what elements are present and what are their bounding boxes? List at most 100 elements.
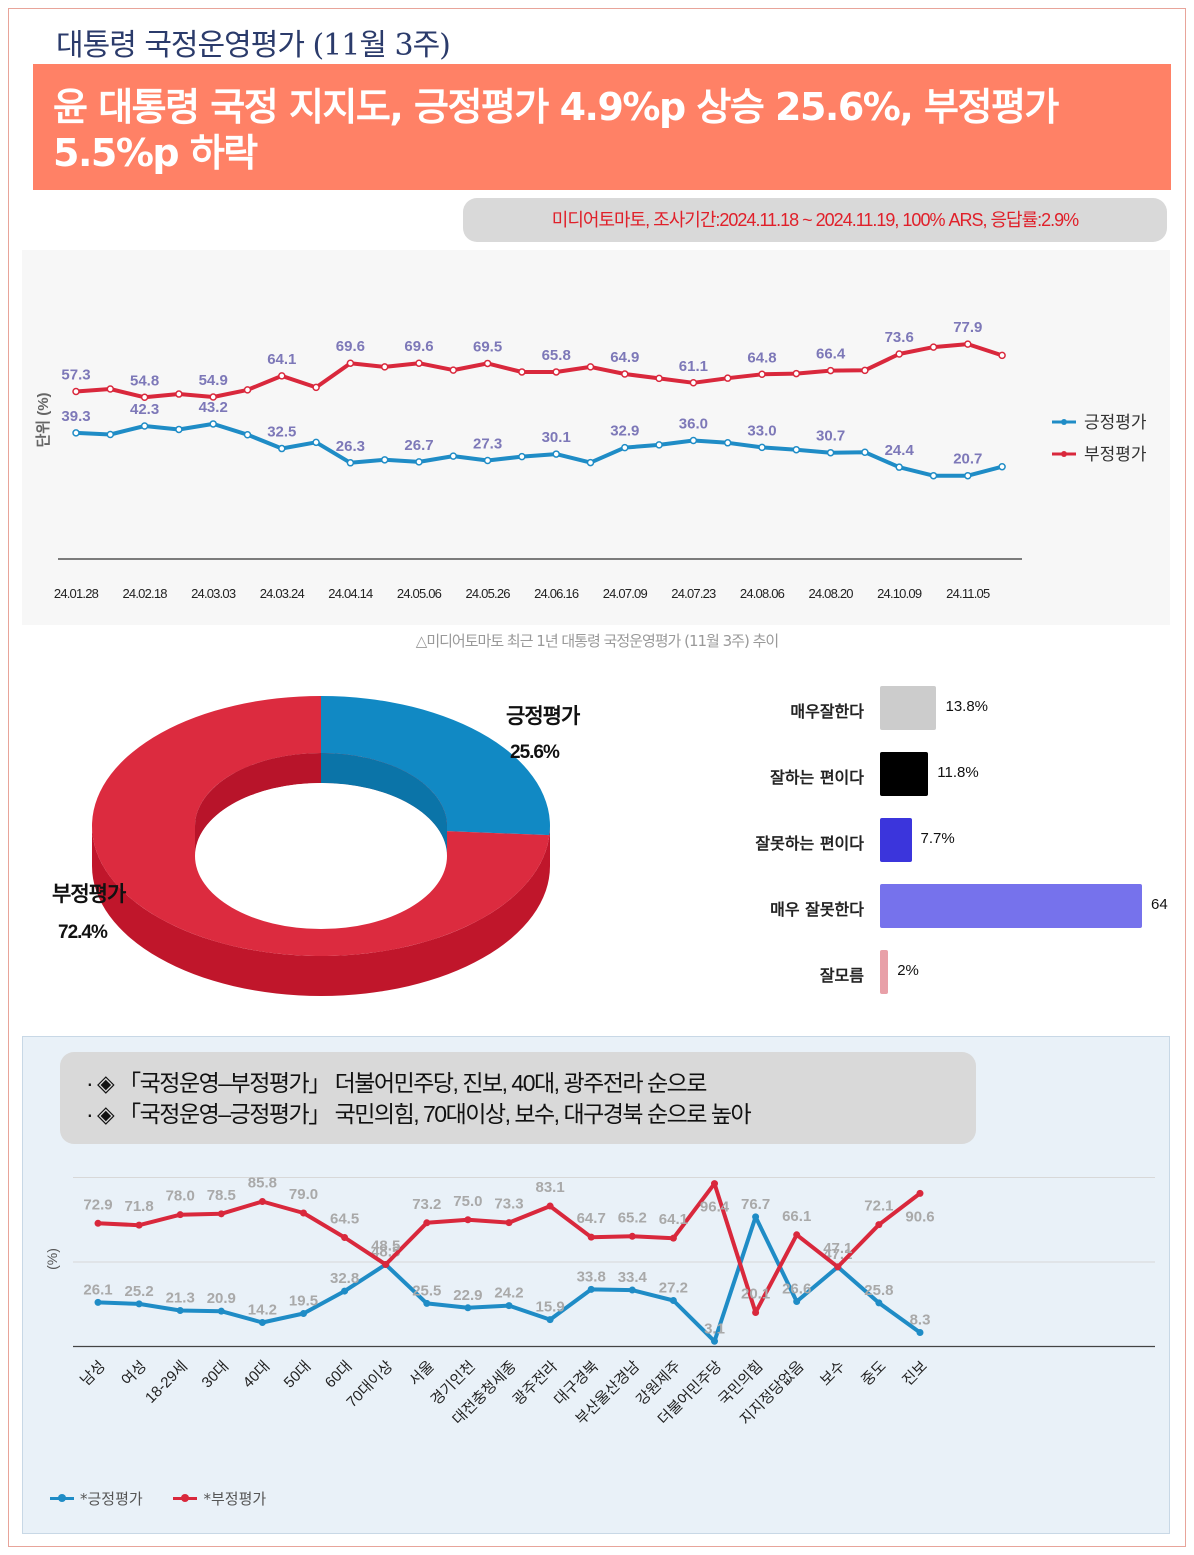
trend-data-label: 42.3	[130, 401, 159, 418]
trend-point	[552, 450, 560, 458]
trend-point	[312, 383, 320, 392]
demo-data-label: 85.8	[248, 1174, 277, 1191]
demo-point	[135, 1221, 143, 1229]
demo-data-label: 64.1	[659, 1211, 688, 1228]
trend-data-label: 30.1	[542, 429, 571, 446]
trend-point	[106, 385, 115, 393]
bar-category-label: 잘모름	[819, 966, 864, 985]
demo-point	[834, 1263, 842, 1271]
demo-x-tick-label: 50대	[281, 1358, 315, 1392]
demo-point	[669, 1234, 677, 1242]
bar-value-label: 11.8%	[937, 764, 979, 781]
demo-data-label: 83.1	[535, 1179, 564, 1196]
rating-bar-chart: 매우잘한다 13.8% 잘하는 편이다 11.8% 잘못하는 편이다 7.7% 매우 잘못한…	[700, 680, 1180, 1010]
bar-value-label: 2%	[897, 962, 919, 979]
trend-point	[380, 456, 389, 464]
trend-point	[826, 366, 835, 375]
bar-fill	[880, 818, 912, 862]
bar-row: 잘모름 2%	[700, 950, 1180, 994]
trend-point	[723, 439, 732, 447]
trend-point	[449, 366, 458, 374]
trend-point	[998, 462, 1006, 471]
trend-point	[72, 429, 80, 437]
demo-point	[505, 1219, 513, 1227]
trend-data-label: 24.4	[885, 442, 915, 459]
demo-x-tick-label: 보수	[817, 1358, 849, 1390]
trend-point	[518, 452, 526, 461]
demo-point	[752, 1213, 760, 1221]
demo-x-tick-label: 서울	[406, 1358, 438, 1390]
demo-x-tick-label: 40대	[240, 1358, 274, 1392]
demo-x-tick-label: 여성	[118, 1358, 150, 1390]
demographic-legend: *긍정평가 *부정평가	[50, 1486, 292, 1509]
bar-fill	[880, 884, 1142, 928]
trend-data-label: 77.9	[953, 319, 982, 336]
trend-point	[792, 445, 801, 454]
trend-chart-caption: △미디어토마토 최근 1년 대통령 국정운영평가 (11월 3주) 추이	[415, 632, 779, 650]
trend-data-label: 64.8	[747, 349, 776, 366]
trend-x-tick-label: 24.02.18	[122, 586, 167, 601]
trend-chart: 24.01.28 24.02.18 24.03.03 24.03.24 24.04.14…	[35, 319, 1147, 601]
demo-x-tick-label: 광주전라	[510, 1358, 561, 1409]
demo-point	[135, 1300, 143, 1308]
demo-data-label: 25.8	[864, 1282, 893, 1299]
demo-point	[176, 1211, 184, 1219]
trend-data-label: 54.8	[130, 372, 159, 389]
demo-data-label: 73.3	[494, 1196, 523, 1213]
demo-data-label: 71.8	[124, 1198, 153, 1215]
demo-point	[546, 1316, 554, 1324]
trend-point	[106, 430, 115, 439]
demo-data-label: 27.2	[659, 1280, 688, 1297]
trend-point	[483, 456, 492, 465]
trend-point	[209, 393, 217, 401]
headline-banner: 윤 대통령 국정 지지도, 긍정평가 4.9%p 상승 25.6%, 부정평가 …	[33, 64, 1171, 190]
demo-data-label: 76.7	[741, 1196, 770, 1213]
trend-point	[621, 443, 629, 452]
demo-data-label: 25.2	[124, 1283, 153, 1300]
demo-point	[628, 1232, 636, 1240]
trend-data-label: 36.0	[679, 416, 708, 433]
trend-x-tick-label: 24.03.24	[260, 586, 305, 601]
trend-point	[243, 386, 252, 394]
demo-data-label: 22.9	[453, 1287, 482, 1304]
demo-point	[217, 1210, 225, 1218]
trend-point	[586, 363, 595, 371]
demo-x-tick-label: 18-29세	[142, 1358, 191, 1407]
trend-x-tick-label: 24.05.26	[465, 586, 510, 601]
demo-data-label: 26.6	[782, 1281, 811, 1298]
trend-data-label: 64.1	[267, 351, 296, 368]
trend-data-label: 69.5	[473, 338, 502, 355]
demo-point	[916, 1189, 924, 1197]
bar-category-label: 매우 잘못한다	[770, 900, 864, 919]
trend-data-label: 20.7	[953, 451, 982, 468]
demo-data-label: 78.5	[207, 1187, 236, 1204]
bar-category-label: 잘못하는 편이다	[755, 834, 864, 853]
demo-data-label: 47.1	[823, 1240, 852, 1257]
demo-data-label: 21.3	[166, 1290, 195, 1307]
demo-x-tick-label: 중도	[858, 1358, 890, 1390]
demo-point	[94, 1298, 102, 1306]
demo-point	[423, 1219, 431, 1227]
demo-x-tick-label: 70대이상	[343, 1358, 396, 1411]
bar-category-label: 잘하는 편이다	[770, 768, 864, 787]
demo-data-label: 73.2	[412, 1196, 441, 1213]
bar-value-label: 13.8%	[945, 698, 989, 715]
demo-data-label: 64.7	[577, 1210, 606, 1227]
demo-data-label: 90.6	[905, 1208, 934, 1225]
trend-point	[723, 374, 732, 382]
demo-point	[711, 1180, 718, 1188]
trend-x-tick-label: 24.05.06	[397, 586, 442, 601]
trend-point	[655, 374, 663, 383]
demo-point	[505, 1302, 513, 1310]
demo-point	[628, 1286, 636, 1294]
trend-point	[483, 359, 492, 368]
trend-point	[312, 438, 320, 447]
summary-line-negative: · ◈ 「국정운영–부정평가」 더불어민주당, 진보, 40대, 광주전라 순으…	[86, 1070, 707, 1096]
demo-point	[875, 1221, 883, 1229]
trend-data-label: 64.9	[610, 349, 639, 366]
demo-point	[464, 1216, 472, 1224]
trend-data-label: 27.3	[473, 436, 502, 453]
donut-label-positive-name: 긍정평가	[506, 705, 580, 728]
summary-box: · ◈ 「국정운영–부정평가」 더불어민주당, 진보, 40대, 광주전라 순으…	[60, 1052, 976, 1144]
trend-x-tick-label: 24.10.09	[877, 586, 922, 601]
